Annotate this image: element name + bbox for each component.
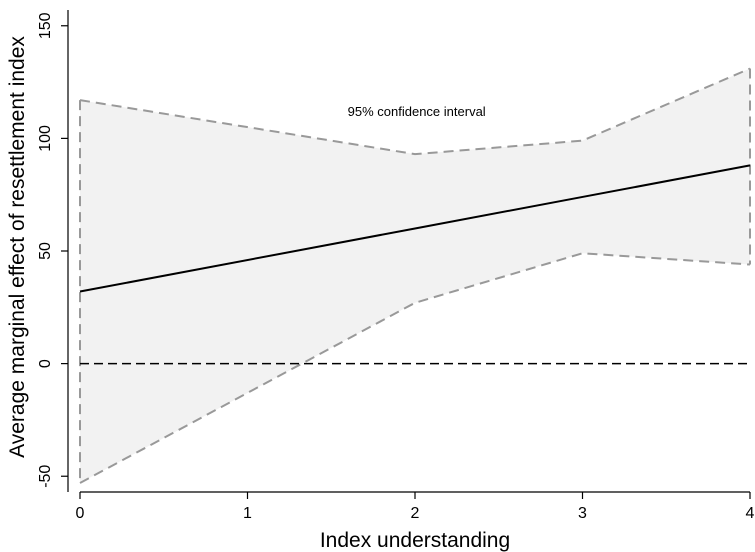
x-tick-label: 2	[411, 505, 420, 522]
y-tick-label: -50	[37, 465, 54, 488]
x-tick-label: 4	[746, 505, 755, 522]
y-tick-label: 0	[37, 359, 54, 368]
ci-annotation-label: 95% confidence interval	[348, 104, 486, 119]
y-tick-label: 50	[37, 242, 54, 260]
x-tick-label: 1	[243, 505, 252, 522]
marginal-effect-line	[79, 164, 751, 293]
x-tick-label: 3	[578, 505, 587, 522]
x-axis-title: Index understanding	[320, 529, 510, 552]
y-tick-label: 100	[37, 125, 54, 152]
x-tick-label: 0	[76, 505, 85, 522]
ticks-layer: 0 1 2 3 4 -50 0 50 100 150	[37, 12, 755, 522]
y-axis-title: Average marginal effect of resettlement …	[6, 36, 29, 458]
confidence-band-layer	[79, 67, 751, 484]
confidence-band-fill	[80, 68, 750, 483]
ci-lower-bound-line	[79, 252, 751, 484]
annotation-layer: 95% confidence interval	[348, 104, 486, 119]
ci-upper-bound-line	[79, 67, 751, 156]
y-tick-label: 150	[37, 12, 54, 39]
series-layer	[79, 164, 751, 293]
